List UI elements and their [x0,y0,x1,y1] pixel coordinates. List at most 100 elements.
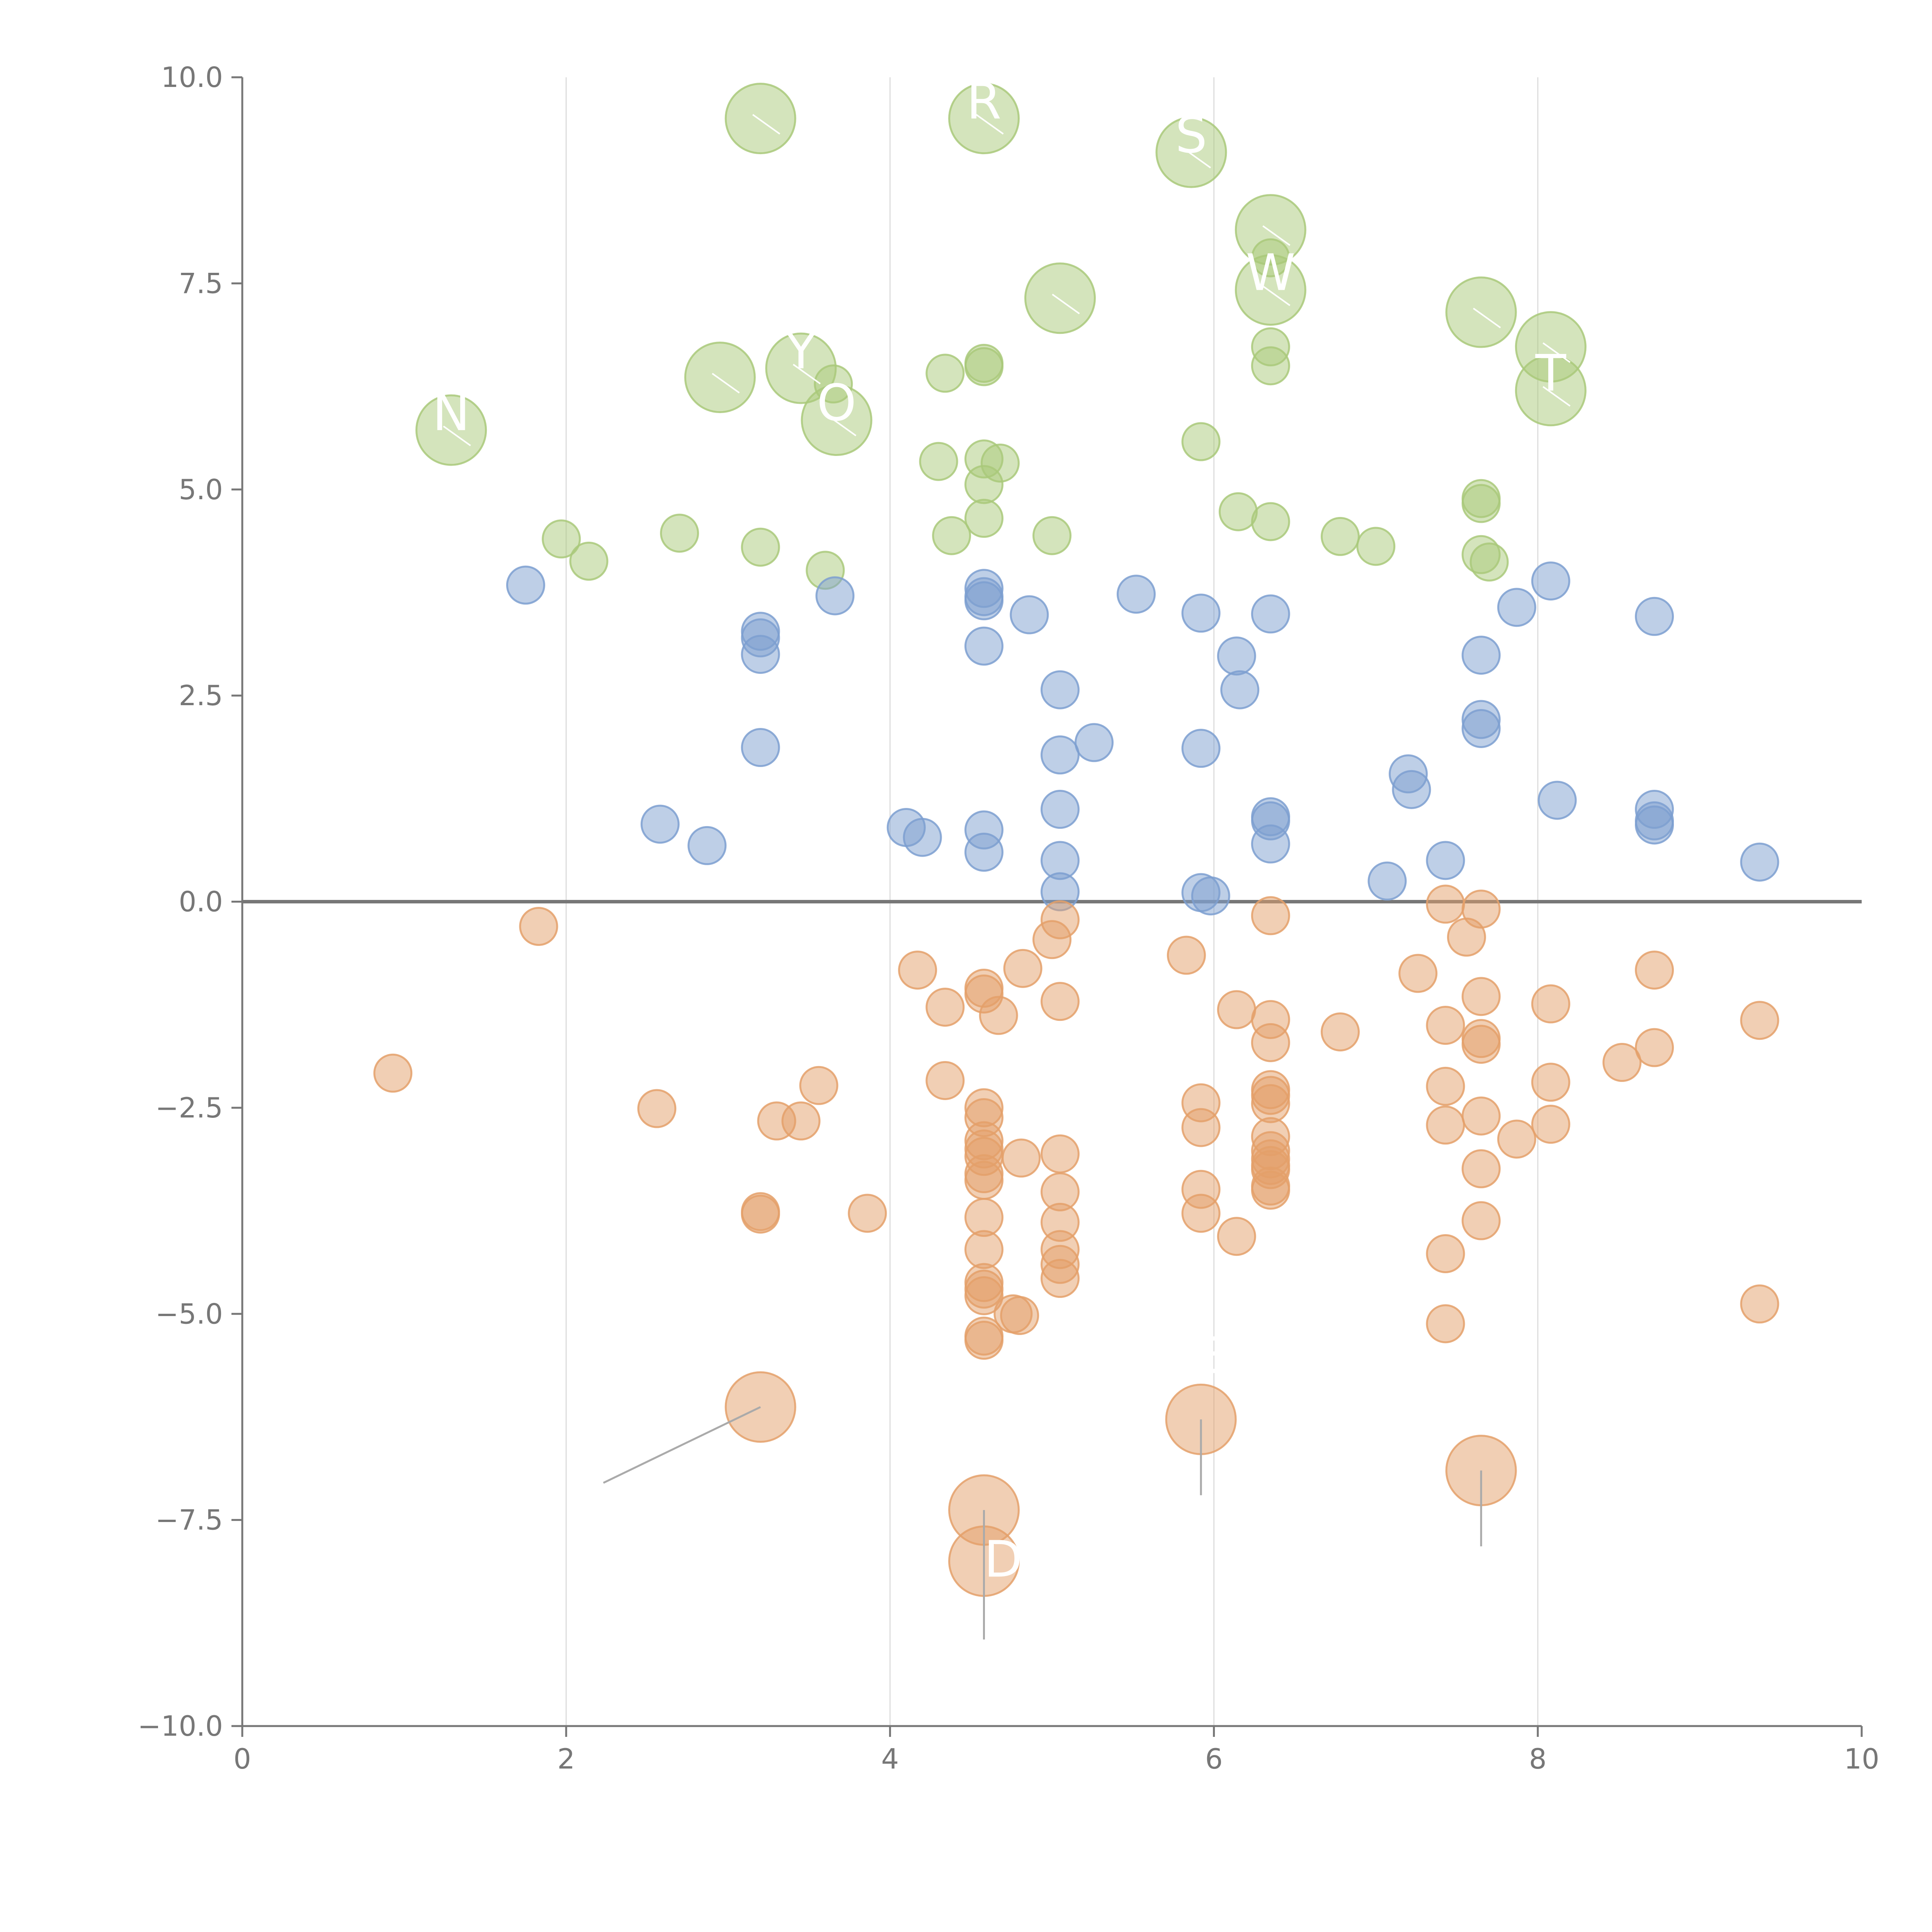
data-point-orange [1167,935,1206,975]
data-point-green [964,498,1003,538]
data-point-blue [1251,824,1290,864]
data-point-blue [1367,861,1407,901]
label-layer: R S W Y T O N E D [432,72,1571,1639]
callout-tick [443,425,471,446]
data-point-blue [741,634,780,674]
data-point-orange [1531,1063,1570,1102]
callout-label: E [1197,1326,1228,1385]
data-point-blue [1251,594,1290,634]
data-point-orange [1251,1084,1290,1123]
data-point-orange [1320,1012,1360,1052]
highlight-bubble-green [948,83,1020,155]
data-point-green [925,354,965,393]
data-point-orange [964,1276,1003,1315]
data-point-orange [637,1089,677,1128]
data-point-orange [1531,984,1570,1024]
data-point-blue [1426,841,1465,880]
highlight-bubble-green [684,342,756,413]
callout-tick [1543,386,1571,407]
data-point-green [932,516,971,555]
data-point-green [1461,484,1501,523]
data-point-green [1181,422,1221,461]
data-point-orange [1635,1028,1674,1067]
callout-tick [712,372,740,394]
data-point-blue [1116,575,1156,614]
y-tick-label: 5.0 [179,473,223,506]
x-tick-label: 10 [1844,1743,1879,1775]
data-point-green [741,527,780,567]
data-point-orange [1217,990,1256,1029]
data-point-blue [1220,670,1260,709]
data-point-orange [1497,1119,1536,1159]
data-point-orange [1602,1043,1642,1082]
data-point-blue [1537,781,1577,820]
data-point-green [569,541,609,581]
y-tick-label: 7.5 [179,267,223,299]
callout-label: S [1175,105,1208,164]
x-tick-label: 6 [1205,1743,1223,1775]
callout-label: N [432,383,470,442]
data-point-blue [1181,594,1221,633]
highlight-bubble-green [765,332,837,404]
highlight-bubble-green [1235,254,1306,326]
callout-tick [1262,285,1291,306]
y-tick-label: −5.0 [155,1298,223,1330]
data-point-orange [1040,1134,1080,1173]
data-point-blue [687,826,727,865]
data-point-orange [964,1321,1003,1360]
data-point-orange [979,996,1018,1035]
data-point-orange [1426,1006,1465,1045]
callout-tick [752,114,781,135]
data-point-orange [1461,977,1501,1016]
x-tick-label: 2 [557,1743,575,1775]
data-point-orange [1398,954,1438,993]
data-point-orange [781,1101,821,1141]
data-point-orange [1181,1194,1221,1233]
data-point-orange [1426,1234,1465,1274]
data-point-blue [1461,636,1501,675]
data-point-blue [964,581,1003,621]
callout-tick [793,364,821,384]
data-point-green [660,514,699,553]
data-point-blue [1181,729,1221,768]
data-point-blue [1010,595,1049,634]
data-point-orange [799,1066,838,1105]
data-point-blue [1040,670,1080,709]
data-point-blue [1191,876,1230,916]
data-point-orange [848,1194,887,1233]
data-point-orange [1000,1296,1039,1335]
leader-line [603,1406,761,1484]
data-point-orange [925,1061,965,1100]
data-point-blue [741,728,780,767]
data-point-orange [1461,1025,1501,1064]
x-tick-label: 0 [233,1743,251,1775]
data-point-blue [1497,588,1536,627]
callout-label: D [984,1530,1022,1588]
data-point-orange [373,1053,413,1093]
x-tick-label: 8 [1529,1743,1547,1775]
data-point-blue [1392,770,1431,809]
callout-label: W [1246,243,1296,302]
data-point-blue [1635,805,1674,845]
data-point-orange [1426,1105,1465,1145]
data-point-orange [1181,1108,1221,1147]
data-point-green [980,443,1020,483]
data-point-orange [1531,1105,1570,1144]
y-tick-label: −10.0 [138,1710,223,1742]
y-tick-label: 0.0 [179,886,223,918]
data-point-blue [640,804,680,844]
data-point-orange [964,1161,1003,1200]
data-point-orange [519,907,558,946]
data-point-blue [1531,561,1570,601]
y-tick-label: −2.5 [155,1092,223,1124]
data-point-green [964,347,1003,386]
data-point-orange [1461,889,1501,929]
callout-label: T [1535,344,1566,403]
highlight-bubble-green [1445,276,1517,348]
highlight-bubble-green [1024,262,1096,334]
highlight-bubble-green [801,384,872,456]
data-point-blue [1040,790,1080,829]
data-point-orange [898,951,937,990]
data-point-orange [1251,1023,1290,1062]
